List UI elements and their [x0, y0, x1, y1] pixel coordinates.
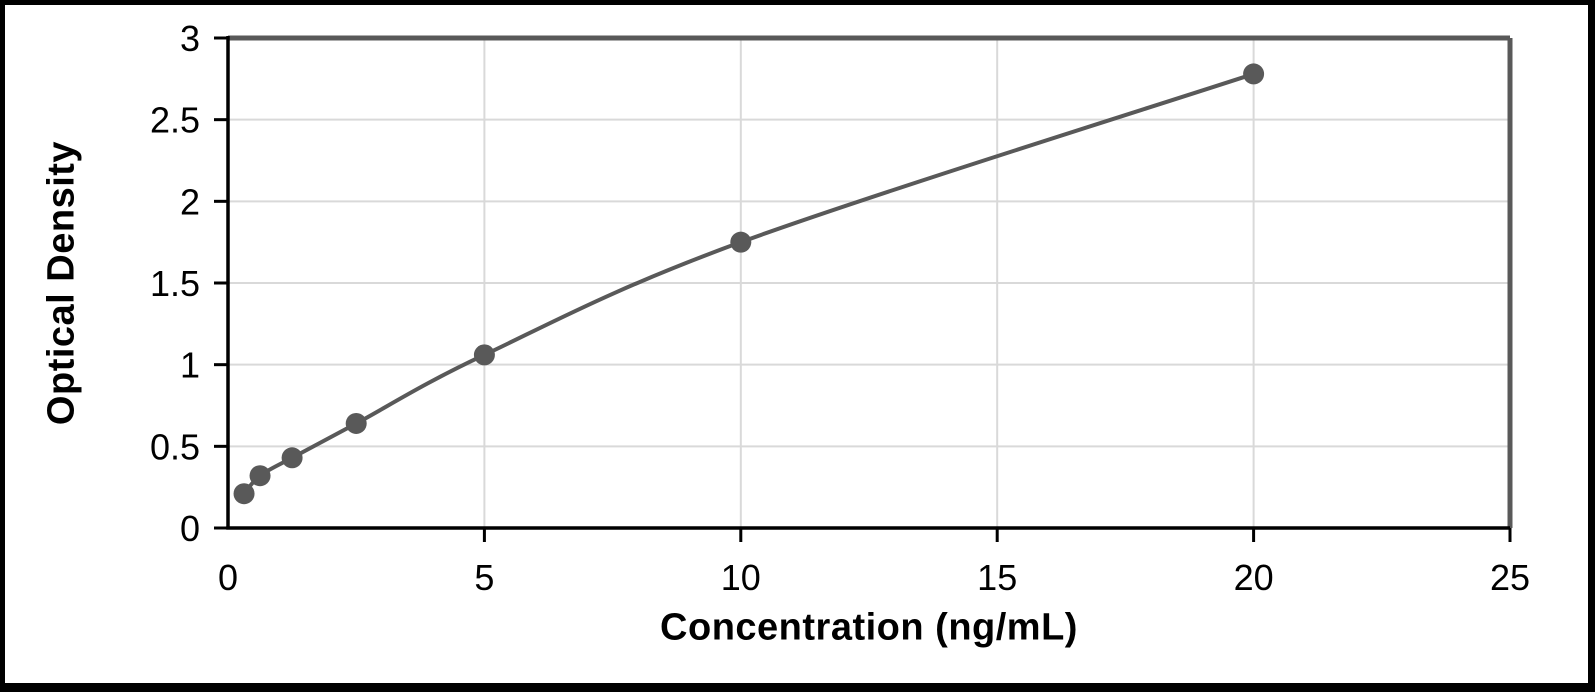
x-tick-label: 15: [977, 557, 1017, 598]
data-point: [345, 412, 367, 434]
y-tick-label: 2: [180, 181, 200, 222]
plot-border: [228, 35, 1513, 528]
standard-curve-plot: 0 0.5 1 1.5 2 2.5 3 0 5 10 15 20 25: [150, 18, 1530, 598]
data-point: [233, 483, 255, 505]
data-point: [473, 344, 495, 366]
tick-marks: [214, 36, 1512, 542]
data-point: [730, 231, 752, 253]
y-tick-label: 1: [180, 345, 200, 386]
x-tick-label: 5: [474, 557, 494, 598]
y-tick-label: 0: [180, 508, 200, 549]
data-point: [249, 465, 271, 487]
y-tick-label: 0.5: [150, 426, 200, 467]
data-point: [1243, 63, 1265, 85]
series-markers: [233, 63, 1265, 505]
gridlines: [228, 38, 1510, 528]
x-tick-label: 0: [218, 557, 238, 598]
tick-labels: 0 0.5 1 1.5 2 2.5 3 0 5 10 15 20 25: [150, 18, 1530, 598]
y-tick-label: 3: [180, 18, 200, 59]
x-axis-title: Concentration (ng/mL): [660, 606, 1078, 649]
y-tick-label: 1.5: [150, 263, 200, 304]
x-tick-label: 10: [721, 557, 761, 598]
y-axis-title: Optical Density: [40, 140, 83, 426]
x-tick-label: 20: [1234, 557, 1274, 598]
x-tick-label: 25: [1490, 557, 1530, 598]
y-tick-label: 2.5: [150, 100, 200, 141]
data-point: [281, 447, 303, 469]
